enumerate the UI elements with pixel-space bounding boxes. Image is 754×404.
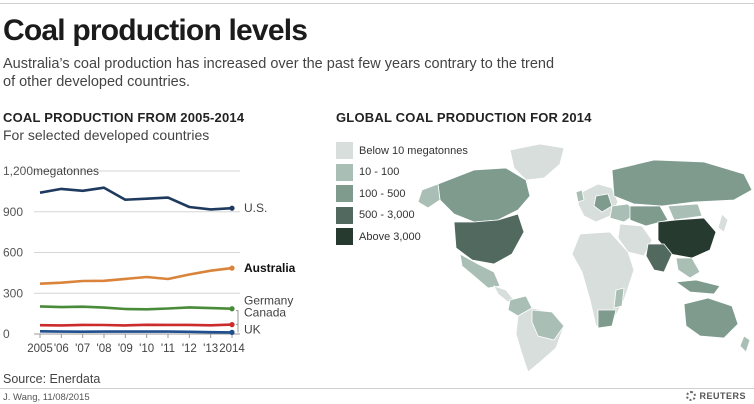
map-india — [645, 243, 673, 273]
legend-swatch — [336, 163, 353, 181]
legend-swatch — [336, 185, 353, 203]
series-label: UK — [244, 322, 261, 336]
series-label: U.S. — [244, 201, 267, 215]
legend-swatch — [336, 142, 353, 160]
y-tick-label: 900 — [3, 205, 23, 219]
map-uk — [575, 189, 585, 203]
map-japan — [717, 213, 729, 233]
series-line — [39, 323, 233, 327]
y-axis-unit-label: megatonnes — [33, 164, 99, 178]
series-label: Canada — [244, 306, 286, 320]
reuters-dots-icon — [686, 391, 697, 401]
line-chart: 0 300 600 900 1,200 megatonnes 2005'06 '07 '08 '0… — [3, 164, 296, 355]
page-title: Coal production levels — [3, 14, 308, 47]
map-mexico — [459, 253, 501, 289]
map-usa — [453, 213, 525, 265]
legend-item: Below 10 megatonnes — [336, 140, 468, 162]
legend-label: 500 - 3,000 — [359, 209, 415, 222]
uk-leader — [236, 323, 239, 333]
y-tick-label: 600 — [3, 246, 23, 260]
legend-swatch — [336, 206, 353, 224]
reuters-logo: REUTERS — [686, 391, 746, 401]
map-middle-east — [617, 223, 653, 257]
map-kazakhstan — [629, 205, 669, 227]
page-subtitle: Australia’s coal production has increase… — [3, 56, 555, 90]
legend-swatch — [336, 228, 353, 246]
y-tick-label: 300 — [3, 286, 23, 300]
map-canada — [437, 167, 531, 223]
x-tick-label: '06 — [54, 343, 69, 355]
legend-label: Below 10 megatonnes — [359, 144, 468, 157]
legend-label: 100 - 500 — [359, 187, 406, 200]
map-mongolia — [667, 203, 703, 221]
map-heading: GLOBAL COAL PRODUCTION FOR 2014 — [336, 110, 592, 125]
top-rule — [0, 3, 754, 4]
map-south-africa — [597, 309, 617, 329]
map-alaska — [417, 183, 441, 209]
x-tick-label: '11 — [161, 343, 175, 355]
x-tick-label: '08 — [97, 343, 112, 355]
x-tick-label: '10 — [139, 343, 154, 355]
canada-leader — [236, 310, 239, 325]
y-tick-label: 1,200 — [3, 164, 33, 178]
map-brazil — [531, 309, 565, 341]
map-mozambique — [613, 287, 625, 309]
legend-item: 500 - 3,000 — [336, 205, 468, 227]
map-greenland — [509, 143, 565, 181]
series-line — [39, 305, 233, 311]
footer-rule — [0, 388, 754, 389]
legend-item: 100 - 500 — [336, 183, 468, 205]
line-chart-subheading: For selected developed countries — [3, 127, 210, 143]
line-chart-heading: COAL PRODUCTION FROM 2005-2014 — [3, 110, 245, 125]
legend-item: Above 3,000 — [336, 226, 468, 248]
source-note: Source: Enerdata — [3, 372, 101, 386]
legend-item: 10 - 100 — [336, 162, 468, 184]
series-label: Germany — [244, 294, 293, 308]
x-tick-label: '07 — [75, 343, 90, 355]
series-end-dot — [229, 329, 235, 335]
map-legend: Below 10 megatonnes 10 - 100 100 - 500 5… — [336, 140, 468, 248]
map-poland-germany — [593, 193, 613, 213]
reuters-wordmark: REUTERS — [699, 391, 746, 401]
x-tick-label: '12 — [182, 343, 197, 355]
series-end-dot — [229, 205, 235, 211]
map-southeast-asia — [675, 257, 701, 279]
x-tick-label: '09 — [118, 343, 133, 355]
series-line — [39, 186, 233, 211]
series-label: Australia — [244, 261, 296, 275]
x-tick-label: 2014 — [219, 343, 245, 355]
author-credit: J. Wang, 11/08/2015 — [3, 392, 90, 403]
series-end-dot — [229, 306, 235, 312]
map-australia — [683, 297, 739, 339]
series-end-dot — [229, 265, 235, 271]
legend-label: Above 3,000 — [359, 230, 421, 243]
y-tick-label: 0 — [3, 327, 10, 341]
map-new-zealand — [739, 335, 751, 353]
map-indonesia — [674, 279, 721, 295]
series-line — [39, 266, 233, 285]
series-end-dot — [229, 322, 235, 328]
map-russia — [611, 159, 753, 207]
x-tick-label: '13 — [203, 343, 218, 355]
legend-label: 10 - 100 — [359, 166, 400, 179]
x-tick-label: 2005 — [27, 343, 53, 355]
world-map — [417, 143, 753, 373]
series-line — [39, 330, 233, 334]
